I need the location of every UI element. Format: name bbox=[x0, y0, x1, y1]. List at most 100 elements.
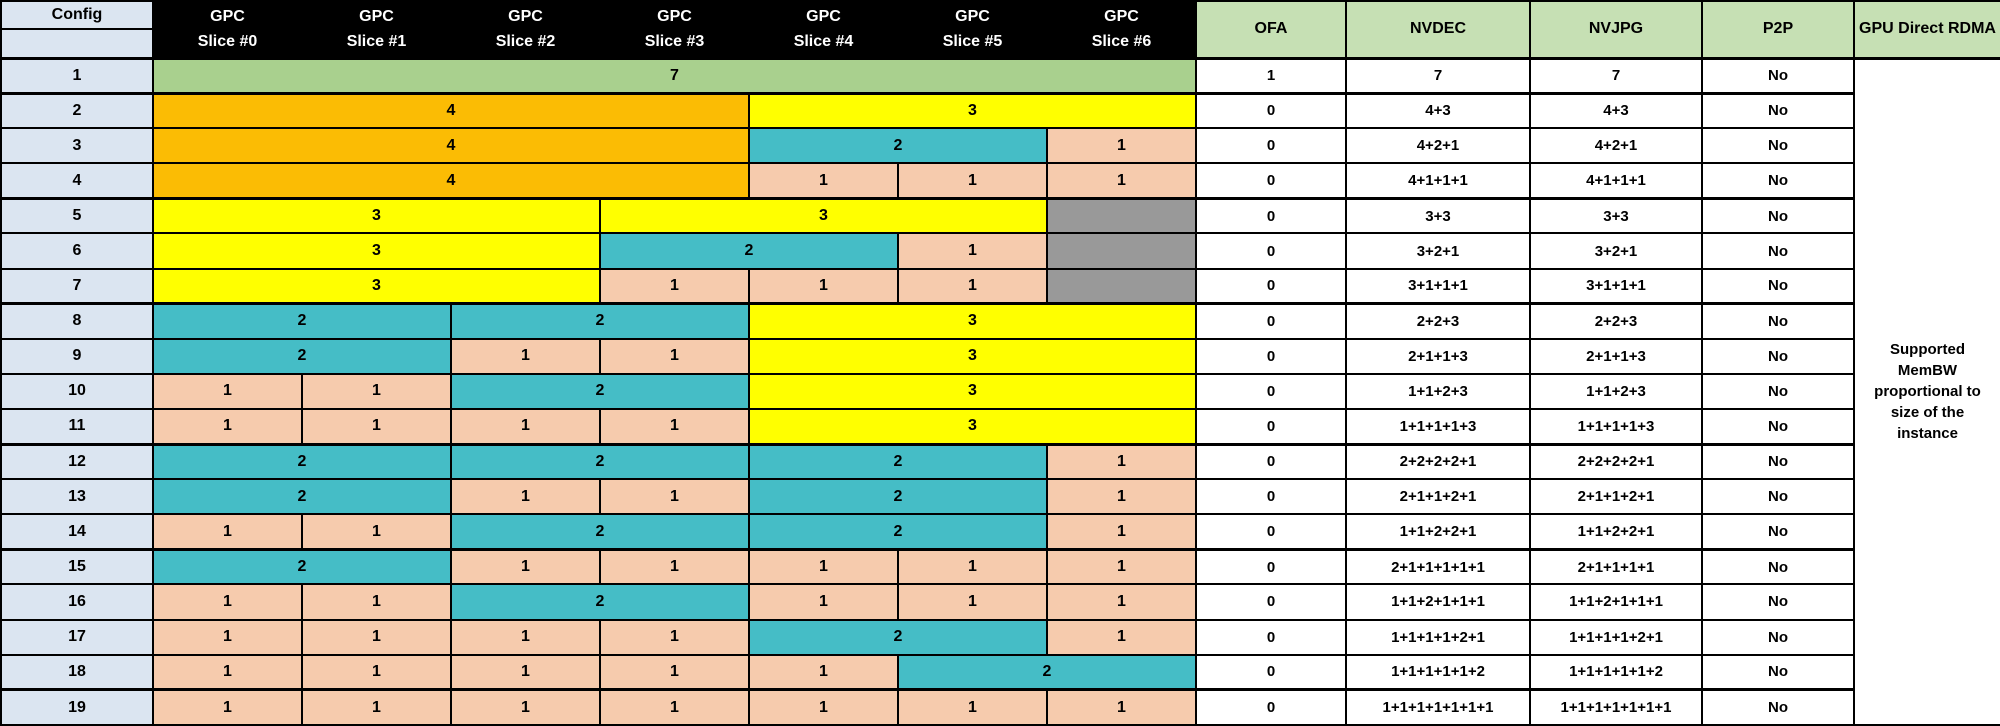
gpc-segment-2gpc: 2 bbox=[599, 232, 899, 270]
nvdec-value-cell: 2+1+1+1+1+1 bbox=[1345, 547, 1531, 586]
config-row-7: 7 3 1 1 1 0 3+1+1+1 3+1+1+1 No bbox=[0, 267, 2000, 305]
gpc-slice-5-header: GPC Slice #5 bbox=[897, 0, 1048, 59]
gpc-segment-2gpc: 2 bbox=[450, 442, 750, 481]
gpc-slice-3-header: GPC Slice #3 bbox=[599, 0, 750, 59]
p2p-value-cell: No bbox=[1701, 407, 1855, 446]
gpc-segment-1gpc: 1 bbox=[152, 372, 303, 410]
gpc-segment-1gpc: 1 bbox=[599, 547, 750, 586]
nvdec-value-cell: 1+1+1+1+1+1+1 bbox=[1345, 688, 1531, 726]
gpc-segment-1gpc: 1 bbox=[301, 583, 452, 621]
gpc-segment-1gpc: 1 bbox=[301, 372, 452, 410]
gpc-slice-0-header: GPC Slice #0 bbox=[152, 0, 303, 59]
config-number-cell: 15 bbox=[0, 547, 154, 586]
gpc-segment-1gpc: 1 bbox=[450, 618, 601, 656]
gpc-segment-1gpc: 1 bbox=[897, 547, 1048, 586]
nvdec-value-cell: 3+1+1+1 bbox=[1345, 267, 1531, 305]
gpc-segment-1gpc: 1 bbox=[748, 267, 899, 305]
config-row-5: 5 3 3 0 3+3 3+3 No bbox=[0, 196, 2000, 235]
nvjpg-header: NVJPG bbox=[1529, 0, 1703, 59]
nvdec-value-cell: 3+2+1 bbox=[1345, 232, 1531, 270]
ofa-value-cell: 0 bbox=[1195, 442, 1347, 481]
config-row-19: 19 1 1 1 1 1 1 1 0 1+1+1+1+1+1+1 1+1+1+1+1+1+1 No bbox=[0, 688, 2000, 726]
config-number-cell: 5 bbox=[0, 196, 154, 235]
rdma-note-cell: Supported MemBW proportional to size of … bbox=[1853, 56, 2000, 726]
gpc-segment-1gpc: 1 bbox=[748, 653, 899, 691]
gpc-segment-2gpc: 2 bbox=[748, 127, 1048, 165]
table-body: 1 7 1 7 7 No Supported MemBW proportional to s… bbox=[0, 56, 2000, 726]
config-number-cell: 13 bbox=[0, 478, 154, 516]
gpc-segment-3gpc: 3 bbox=[152, 196, 601, 235]
gpc-segment-3gpc: 3 bbox=[748, 302, 1197, 340]
nvdec-value-cell: 4+3 bbox=[1345, 91, 1531, 130]
p2p-value-cell: No bbox=[1701, 91, 1855, 130]
p2p-value-cell: No bbox=[1701, 513, 1855, 551]
nvdec-value-cell: 4+1+1+1 bbox=[1345, 162, 1531, 200]
nvjpg-value-cell: 3+3 bbox=[1529, 196, 1703, 235]
gpc-segment-1gpc: 1 bbox=[599, 337, 750, 375]
config-row-10: 10 1 1 2 3 0 1+1+2+3 1+1+2+3 No bbox=[0, 372, 2000, 410]
p2p-value-cell: No bbox=[1701, 618, 1855, 656]
gpc-segment-unused bbox=[1046, 232, 1197, 270]
nvdec-value-cell: 1+1+1+1+2+1 bbox=[1345, 618, 1531, 656]
nvjpg-value-cell: 3+2+1 bbox=[1529, 232, 1703, 270]
gpc-segment-1gpc: 1 bbox=[897, 688, 1048, 726]
nvjpg-value-cell: 1+1+2+1+1+1 bbox=[1529, 583, 1703, 621]
ofa-value-cell: 0 bbox=[1195, 688, 1347, 726]
config-row-4: 4 4 1 1 1 0 4+1+1+1 4+1+1+1 No bbox=[0, 162, 2000, 200]
p2p-value-cell: No bbox=[1701, 653, 1855, 691]
nvjpg-value-cell: 1+1+1+1+1+2 bbox=[1529, 653, 1703, 691]
nvdec-header: NVDEC bbox=[1345, 0, 1531, 59]
gpc-slice-6-header: GPC Slice #6 bbox=[1046, 0, 1197, 59]
gpc-segment-1gpc: 1 bbox=[301, 618, 452, 656]
config-row-14: 14 1 1 2 2 1 0 1+1+2+2+1 1+1+2+2+1 No bbox=[0, 513, 2000, 551]
ofa-value-cell: 0 bbox=[1195, 513, 1347, 551]
ofa-value-cell: 0 bbox=[1195, 196, 1347, 235]
gpc-segment-1gpc: 1 bbox=[152, 407, 303, 446]
nvdec-value-cell: 2+1+1+3 bbox=[1345, 337, 1531, 375]
config-number-cell: 4 bbox=[0, 162, 154, 200]
nvdec-value-cell: 1+1+2+2+1 bbox=[1345, 513, 1531, 551]
gpu-direct-rdma-header: GPU Direct RDMA bbox=[1853, 0, 2000, 59]
config-number-cell: 9 bbox=[0, 337, 154, 375]
gpc-segment-1gpc: 1 bbox=[748, 162, 899, 200]
gpc-segment-1gpc: 1 bbox=[1046, 127, 1197, 165]
config-row-3: 3 4 2 1 0 4+2+1 4+2+1 No bbox=[0, 127, 2000, 165]
ofa-value-cell: 0 bbox=[1195, 302, 1347, 340]
gpc-segment-2gpc: 2 bbox=[450, 302, 750, 340]
config-row-11: 11 1 1 1 1 3 0 1+1+1+1+3 1+1+1+1+3 No bbox=[0, 407, 2000, 446]
gpc-segment-1gpc: 1 bbox=[599, 478, 750, 516]
nvjpg-value-cell: 1+1+2+2+1 bbox=[1529, 513, 1703, 551]
nvjpg-value-cell: 2+2+3 bbox=[1529, 302, 1703, 340]
nvdec-value-cell: 4+2+1 bbox=[1345, 127, 1531, 165]
ofa-value-cell: 1 bbox=[1195, 56, 1347, 95]
p2p-value-cell: No bbox=[1701, 337, 1855, 375]
gpc-segment-1gpc: 1 bbox=[599, 688, 750, 726]
gpc-segment-1gpc: 1 bbox=[152, 513, 303, 551]
config-row-13: 13 2 1 1 2 1 0 2+1+1+2+1 2+1+1+2+1 No bbox=[0, 478, 2000, 516]
config-number-cell: 2 bbox=[0, 91, 154, 130]
p2p-value-cell: No bbox=[1701, 583, 1855, 621]
gpc-segment-2gpc: 2 bbox=[748, 618, 1048, 656]
ofa-value-cell: 0 bbox=[1195, 372, 1347, 410]
nvdec-value-cell: 7 bbox=[1345, 56, 1531, 95]
gpc-segment-1gpc: 1 bbox=[450, 547, 601, 586]
gpc-segment-1gpc: 1 bbox=[1046, 547, 1197, 586]
config-row-8: 8 2 2 3 0 2+2+3 2+2+3 No bbox=[0, 302, 2000, 340]
ofa-value-cell: 0 bbox=[1195, 653, 1347, 691]
config-number-cell: 19 bbox=[0, 688, 154, 726]
gpc-segment-1gpc: 1 bbox=[599, 618, 750, 656]
config-number-cell: 6 bbox=[0, 232, 154, 270]
gpc-segment-7gpc: 7 bbox=[152, 56, 1197, 95]
gpc-segment-1gpc: 1 bbox=[152, 688, 303, 726]
config-number-cell: 18 bbox=[0, 653, 154, 691]
nvjpg-value-cell: 1+1+1+1+1+1+1 bbox=[1529, 688, 1703, 726]
gpc-segment-3gpc: 3 bbox=[152, 232, 601, 270]
p2p-value-cell: No bbox=[1701, 547, 1855, 586]
gpc-segment-1gpc: 1 bbox=[748, 688, 899, 726]
config-header: Config bbox=[0, 0, 154, 30]
ofa-value-cell: 0 bbox=[1195, 267, 1347, 305]
nvjpg-value-cell: 4+2+1 bbox=[1529, 127, 1703, 165]
p2p-value-cell: No bbox=[1701, 372, 1855, 410]
gpc-segment-2gpc: 2 bbox=[152, 302, 452, 340]
